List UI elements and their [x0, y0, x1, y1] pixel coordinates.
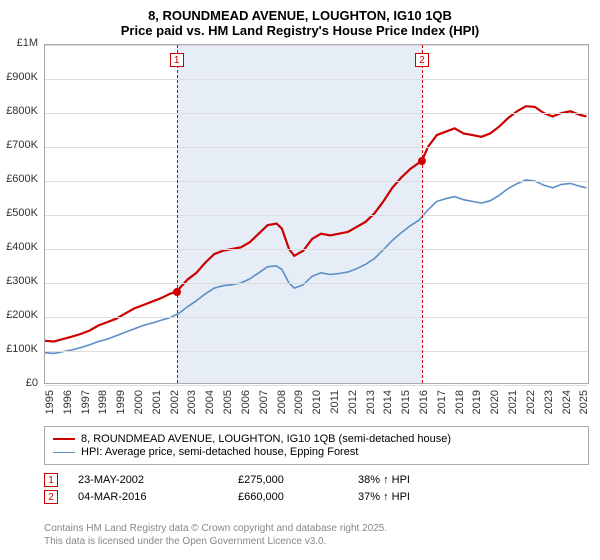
xtick-label: 2000 — [133, 390, 145, 420]
ytick-label: £1M — [0, 37, 38, 49]
transaction-price: £660,000 — [238, 491, 358, 503]
legend-row-hpi: HPI: Average price, semi-detached house,… — [53, 446, 580, 458]
transaction-marker: 1 — [44, 473, 58, 487]
ytick-label: £500K — [0, 207, 38, 219]
legend-swatch-subject — [53, 438, 75, 440]
marker-vline — [422, 45, 423, 383]
gridline — [45, 317, 588, 318]
gridline — [45, 147, 588, 148]
xtick-label: 2007 — [258, 390, 270, 420]
transactions-table: 1 23-MAY-2002£275,00038% ↑ HPI 2 04-MAR-201… — [44, 470, 478, 507]
transaction-row: 1 23-MAY-2002£275,00038% ↑ HPI — [44, 473, 478, 487]
xtick-label: 2014 — [382, 390, 394, 420]
xtick-label: 2022 — [525, 390, 537, 420]
xtick-label: 2025 — [578, 390, 590, 420]
legend: 8, ROUNDMEAD AVENUE, LOUGHTON, IG10 1QB … — [44, 426, 589, 465]
ytick-label: £900K — [0, 71, 38, 83]
gridline — [45, 79, 588, 80]
series-subject-line — [45, 106, 586, 341]
legend-label-hpi: HPI: Average price, semi-detached house,… — [81, 446, 358, 458]
xtick-label: 1996 — [62, 390, 74, 420]
ytick-label: £300K — [0, 275, 38, 287]
gridline — [45, 351, 588, 352]
transaction-price: £275,000 — [238, 474, 358, 486]
xtick-label: 2008 — [276, 390, 288, 420]
xtick-label: 2001 — [151, 390, 163, 420]
marker-dot — [173, 288, 181, 296]
transaction-delta: 37% ↑ HPI — [358, 491, 478, 503]
gridline — [45, 215, 588, 216]
ytick-label: £100K — [0, 343, 38, 355]
transaction-date: 23-MAY-2002 — [78, 474, 238, 486]
gridline — [45, 385, 588, 386]
ytick-label: £700K — [0, 139, 38, 151]
legend-row-subject: 8, ROUNDMEAD AVENUE, LOUGHTON, IG10 1QB … — [53, 433, 580, 445]
xtick-label: 2010 — [311, 390, 323, 420]
title-block: 8, ROUNDMEAD AVENUE, LOUGHTON, IG10 1QB … — [0, 0, 600, 42]
plot-area: 12 — [44, 44, 589, 384]
xtick-label: 2023 — [543, 390, 555, 420]
title-line1: 8, ROUNDMEAD AVENUE, LOUGHTON, IG10 1QB — [0, 8, 600, 23]
xtick-label: 2011 — [329, 390, 341, 420]
xtick-label: 2020 — [489, 390, 501, 420]
xtick-label: 2003 — [186, 390, 198, 420]
transaction-date: 04-MAR-2016 — [78, 491, 238, 503]
legend-swatch-hpi — [53, 452, 75, 453]
marker-label-box: 1 — [170, 53, 184, 67]
series-hpi-line — [45, 180, 586, 353]
footer-line1: Contains HM Land Registry data © Crown c… — [44, 522, 387, 535]
xtick-label: 2018 — [454, 390, 466, 420]
xtick-label: 2013 — [365, 390, 377, 420]
attribution-footer: Contains HM Land Registry data © Crown c… — [44, 522, 387, 548]
transaction-delta: 38% ↑ HPI — [358, 474, 478, 486]
xtick-label: 2009 — [293, 390, 305, 420]
ytick-label: £0 — [0, 377, 38, 389]
xtick-label: 2021 — [507, 390, 519, 420]
xtick-label: 1998 — [97, 390, 109, 420]
transaction-marker: 2 — [44, 490, 58, 504]
transaction-row: 2 04-MAR-2016£660,00037% ↑ HPI — [44, 490, 478, 504]
title-line2: Price paid vs. HM Land Registry's House … — [0, 23, 600, 38]
chart-container: 8, ROUNDMEAD AVENUE, LOUGHTON, IG10 1QB … — [0, 0, 600, 560]
xtick-label: 2005 — [222, 390, 234, 420]
xtick-label: 2019 — [471, 390, 483, 420]
ytick-label: £800K — [0, 105, 38, 117]
ytick-label: £200K — [0, 309, 38, 321]
xtick-label: 2015 — [400, 390, 412, 420]
xtick-label: 2024 — [561, 390, 573, 420]
xtick-label: 1995 — [44, 390, 56, 420]
marker-label-box: 2 — [415, 53, 429, 67]
xtick-label: 2004 — [204, 390, 216, 420]
ytick-label: £400K — [0, 241, 38, 253]
marker-vline — [177, 45, 178, 383]
xtick-label: 2012 — [347, 390, 359, 420]
gridline — [45, 113, 588, 114]
xtick-label: 1997 — [80, 390, 92, 420]
xtick-label: 2006 — [240, 390, 252, 420]
legend-label-subject: 8, ROUNDMEAD AVENUE, LOUGHTON, IG10 1QB … — [81, 433, 451, 445]
gridline — [45, 181, 588, 182]
xtick-label: 1999 — [115, 390, 127, 420]
xtick-label: 2017 — [436, 390, 448, 420]
xtick-label: 2016 — [418, 390, 430, 420]
marker-dot — [418, 157, 426, 165]
footer-line2: This data is licensed under the Open Gov… — [44, 535, 387, 548]
gridline — [45, 249, 588, 250]
gridline — [45, 283, 588, 284]
gridline — [45, 45, 588, 46]
ytick-label: £600K — [0, 173, 38, 185]
xtick-label: 2002 — [169, 390, 181, 420]
